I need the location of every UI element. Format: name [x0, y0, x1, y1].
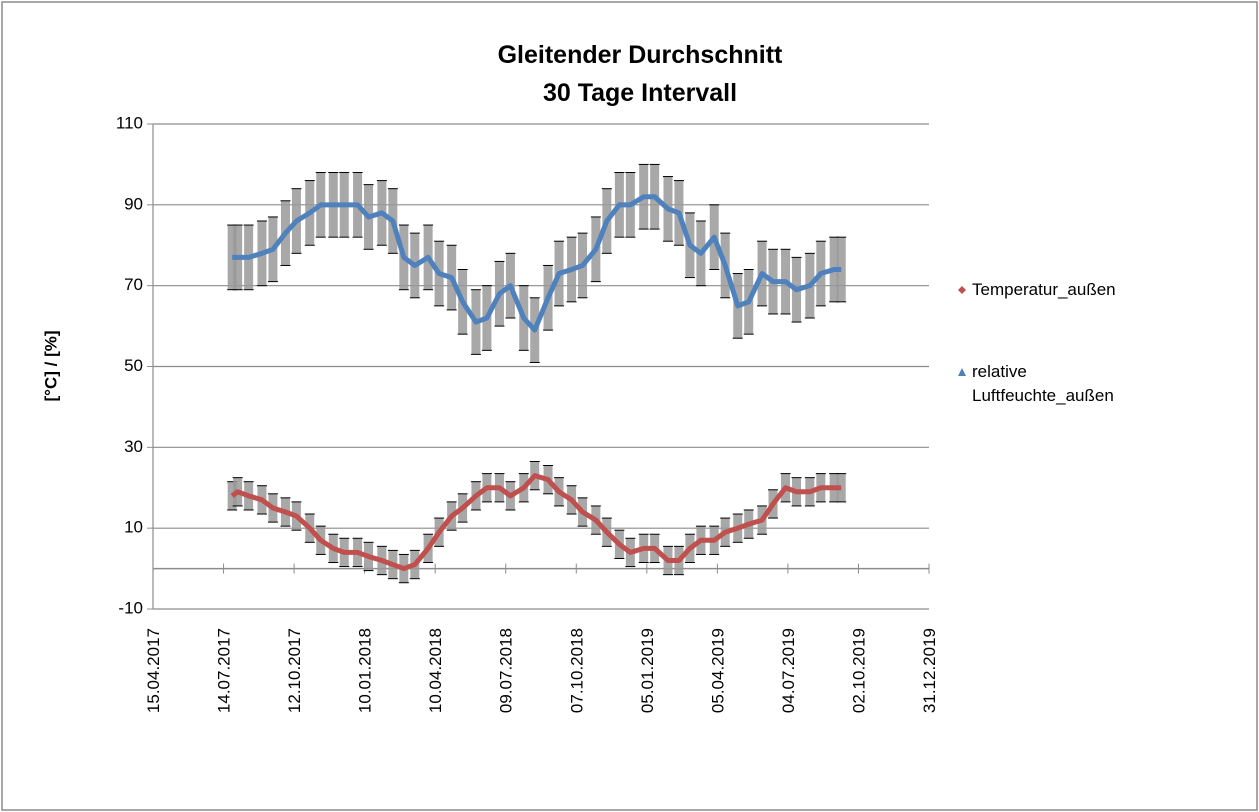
legend-marker	[958, 368, 966, 376]
y-tick-label: 90	[124, 194, 143, 213]
y-tick-label: -10	[118, 598, 143, 617]
x-tick-label: 04.07.2019	[779, 628, 798, 713]
y-tick-label: 110	[116, 113, 143, 132]
x-tick-label: 05.01.2019	[638, 628, 657, 713]
x-tick-label: 05.04.2019	[708, 628, 727, 713]
y-tick-label: 30	[124, 437, 143, 456]
legend-item: relative Luftfeuchte_außen	[958, 360, 1114, 408]
x-tick-label: 15.04.2017	[144, 628, 163, 713]
x-tick-label: 12.10.2017	[285, 628, 304, 713]
x-tick-label: 07.10.2018	[567, 628, 586, 713]
x-tick-label: 14.07.2017	[215, 628, 234, 713]
x-tick-label: 31.12.2019	[920, 628, 939, 713]
chart-title: Gleitender Durchschnitt 30 Tage Interval…	[497, 41, 783, 107]
x-tick-label: 10.04.2018	[426, 628, 445, 713]
x-tick-label: 02.10.2019	[849, 628, 868, 713]
legend-symbol	[958, 368, 966, 376]
y-tick-label: 10	[124, 518, 143, 537]
series-line	[232, 194, 842, 333]
y-tick-label: 70	[124, 275, 143, 294]
y-axis-label: [°C] / [%]	[41, 330, 60, 401]
x-tick-label: 09.07.2018	[497, 628, 516, 713]
x-tick-label: 10.01.2018	[356, 628, 375, 713]
legend-item: Temperatur_außen	[958, 278, 1232, 302]
legend-marker	[958, 286, 966, 294]
legend-label: relative Luftfeuchte_außen	[972, 362, 1114, 405]
series-line	[230, 473, 842, 572]
legend-label: Temperatur_außen	[972, 280, 1116, 299]
legend-symbol	[958, 286, 966, 294]
y-tick-label: 50	[124, 356, 143, 375]
